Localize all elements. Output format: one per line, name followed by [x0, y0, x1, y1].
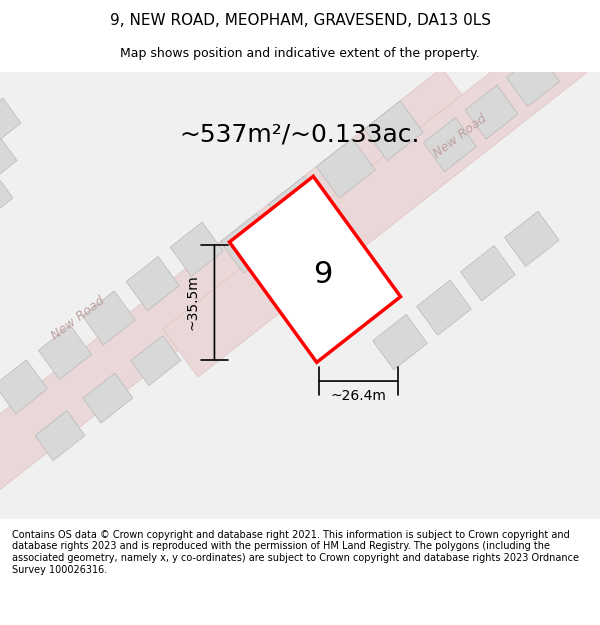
Text: New Road: New Road	[431, 112, 489, 161]
Polygon shape	[505, 211, 559, 266]
Polygon shape	[373, 314, 427, 370]
Polygon shape	[364, 101, 423, 161]
Polygon shape	[269, 176, 328, 236]
Polygon shape	[229, 176, 401, 362]
Text: 9, NEW ROAD, MEOPHAM, GRAVESEND, DA13 0LS: 9, NEW ROAD, MEOPHAM, GRAVESEND, DA13 0L…	[110, 12, 491, 28]
Polygon shape	[461, 246, 515, 301]
Text: 9: 9	[313, 260, 332, 289]
Polygon shape	[83, 373, 133, 423]
Polygon shape	[35, 411, 85, 461]
Text: Contains OS data © Crown copyright and database right 2021. This information is : Contains OS data © Crown copyright and d…	[12, 530, 579, 574]
Polygon shape	[0, 136, 17, 182]
Polygon shape	[221, 214, 280, 273]
Text: ~26.4m: ~26.4m	[331, 389, 386, 402]
Polygon shape	[126, 256, 179, 311]
Polygon shape	[0, 98, 21, 145]
Polygon shape	[0, 360, 47, 414]
Polygon shape	[465, 85, 518, 139]
Text: ~537m²/~0.133ac.: ~537m²/~0.133ac.	[180, 122, 420, 146]
Polygon shape	[82, 291, 136, 345]
Text: New Road: New Road	[49, 294, 107, 343]
Polygon shape	[506, 52, 560, 107]
Polygon shape	[0, 72, 600, 519]
Polygon shape	[0, 68, 477, 554]
Polygon shape	[424, 118, 476, 172]
Text: Map shows position and indicative extent of the property.: Map shows position and indicative extent…	[120, 48, 480, 61]
Polygon shape	[131, 336, 181, 386]
Polygon shape	[170, 222, 223, 276]
Text: ~35.5m: ~35.5m	[185, 274, 199, 330]
Polygon shape	[0, 173, 13, 220]
Polygon shape	[38, 326, 91, 379]
Polygon shape	[316, 139, 375, 198]
Polygon shape	[416, 280, 471, 336]
Text: New Road: New Road	[271, 214, 329, 262]
Polygon shape	[163, 0, 600, 377]
